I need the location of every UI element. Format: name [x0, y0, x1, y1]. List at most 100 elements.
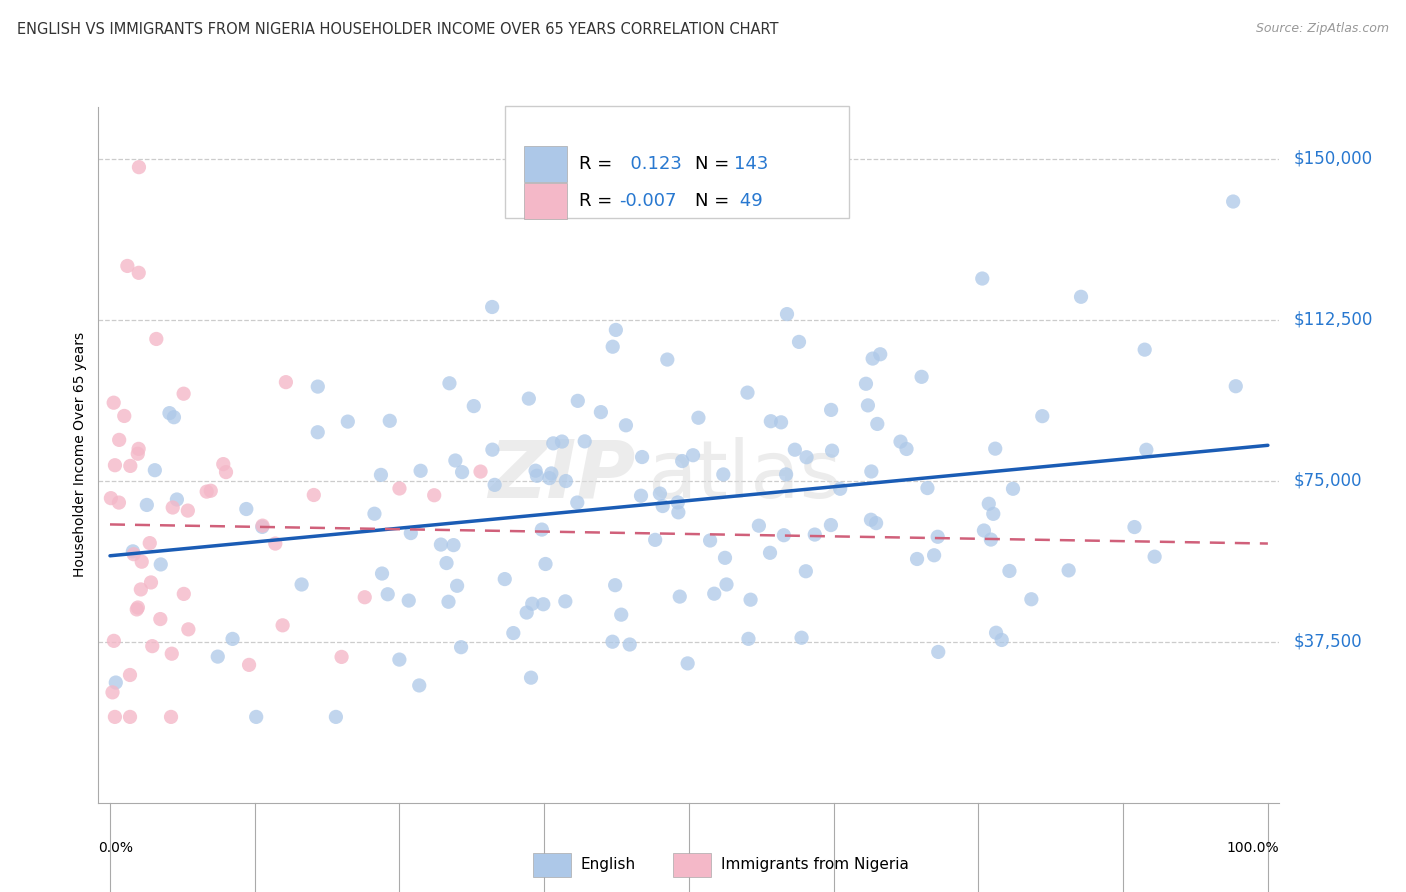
Text: ZIP: ZIP	[488, 437, 636, 515]
Point	[644, 533, 666, 547]
Point	[714, 550, 737, 565]
Point	[666, 505, 689, 519]
Point	[610, 607, 633, 622]
Point	[531, 597, 554, 611]
Point	[149, 612, 172, 626]
Point	[980, 533, 1002, 547]
Point	[135, 498, 157, 512]
Point	[371, 566, 394, 581]
Point	[1135, 442, 1157, 457]
Point	[540, 467, 562, 481]
Point	[252, 520, 274, 534]
Point	[437, 595, 460, 609]
Point	[977, 497, 1000, 511]
Point	[524, 464, 547, 478]
Point	[759, 546, 782, 560]
Point	[377, 587, 399, 601]
Point	[666, 495, 689, 509]
Point	[614, 418, 637, 433]
Point	[990, 632, 1012, 647]
Point	[238, 657, 260, 672]
Point	[101, 685, 124, 699]
Point	[388, 652, 411, 666]
Point	[127, 600, 149, 615]
Point	[803, 527, 825, 541]
Point	[235, 502, 257, 516]
Point	[820, 403, 842, 417]
Point	[648, 486, 671, 500]
Point	[409, 464, 432, 478]
Text: $112,500: $112,500	[1294, 310, 1372, 328]
Text: Immigrants from Nigeria: Immigrants from Nigeria	[721, 857, 910, 871]
Point	[737, 632, 759, 646]
Point	[574, 434, 596, 449]
Point	[423, 488, 446, 502]
Point	[100, 491, 122, 505]
Point	[862, 351, 884, 366]
Point	[820, 518, 842, 533]
Point	[651, 499, 673, 513]
Point	[252, 518, 274, 533]
Point	[166, 492, 188, 507]
Point	[972, 271, 994, 285]
Point	[543, 436, 565, 450]
Point	[1225, 379, 1247, 393]
Point	[605, 323, 627, 337]
Point	[865, 516, 887, 530]
Text: ENGLISH VS IMMIGRANTS FROM NIGERIA HOUSEHOLDER INCOME OVER 65 YEARS CORRELATION : ENGLISH VS IMMIGRANTS FROM NIGERIA HOUSE…	[17, 22, 779, 37]
Point	[856, 398, 879, 412]
Point	[128, 160, 150, 174]
Point	[439, 376, 461, 391]
Point	[534, 557, 557, 571]
Point	[302, 488, 325, 502]
Point	[245, 710, 267, 724]
Point	[775, 467, 797, 482]
Point	[353, 591, 375, 605]
Point	[716, 577, 738, 591]
Point	[517, 392, 540, 406]
Point	[120, 458, 142, 473]
Point	[1123, 520, 1146, 534]
Text: English: English	[581, 857, 636, 871]
Point	[117, 259, 139, 273]
Point	[605, 578, 627, 592]
Point	[291, 577, 314, 591]
Point	[699, 533, 721, 548]
Point	[215, 465, 238, 479]
Text: -0.007: -0.007	[619, 192, 676, 210]
Point	[131, 555, 153, 569]
Point	[408, 678, 430, 692]
Text: 0.0%: 0.0%	[98, 841, 134, 855]
Point	[470, 465, 492, 479]
Text: N =: N =	[695, 192, 734, 210]
Point	[118, 668, 141, 682]
Point	[855, 376, 877, 391]
Point	[451, 465, 474, 479]
Point	[1057, 563, 1080, 577]
Point	[998, 564, 1021, 578]
Point	[917, 481, 939, 495]
Point	[122, 547, 145, 561]
Point	[446, 579, 468, 593]
Point	[530, 523, 553, 537]
Text: 0.123: 0.123	[619, 155, 682, 173]
Point	[163, 410, 186, 425]
Point	[889, 434, 911, 449]
Point	[711, 467, 734, 482]
Point	[128, 266, 150, 280]
Point	[538, 471, 561, 485]
Point	[212, 457, 235, 471]
Point	[502, 626, 524, 640]
Point	[905, 552, 928, 566]
Point	[159, 406, 181, 420]
Point	[149, 558, 172, 572]
Point	[444, 453, 467, 467]
Point	[108, 433, 131, 447]
Point	[676, 657, 699, 671]
Point	[127, 447, 149, 461]
Point	[984, 442, 1007, 456]
Point	[787, 334, 810, 349]
Point	[688, 410, 710, 425]
Point	[671, 454, 693, 468]
Point	[551, 434, 574, 449]
